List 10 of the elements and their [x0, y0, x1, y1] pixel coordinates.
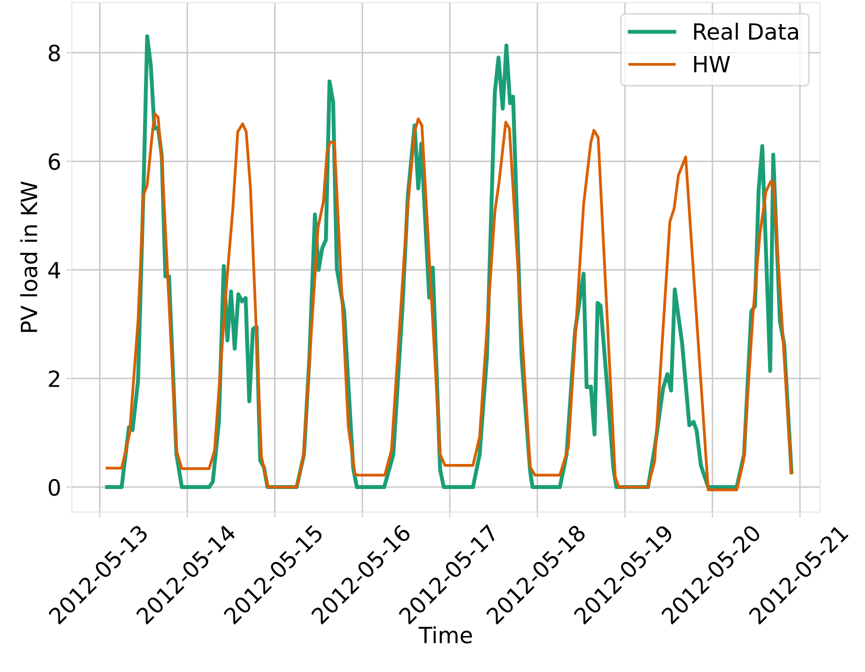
y-tick-label: 0	[48, 479, 60, 496]
y-axis-title: PV load in KW	[20, 181, 38, 332]
line-series	[106, 112, 793, 492]
legend-label: Real Data	[694, 22, 798, 40]
y-tick-label: 8	[48, 44, 60, 62]
y-tick-label: 2	[48, 370, 60, 387]
y-tick-label: 6	[48, 153, 60, 170]
x-axis-title: Time	[418, 626, 472, 644]
legend-label: HW	[694, 56, 730, 72]
y-tick-label: 4	[48, 262, 60, 278]
